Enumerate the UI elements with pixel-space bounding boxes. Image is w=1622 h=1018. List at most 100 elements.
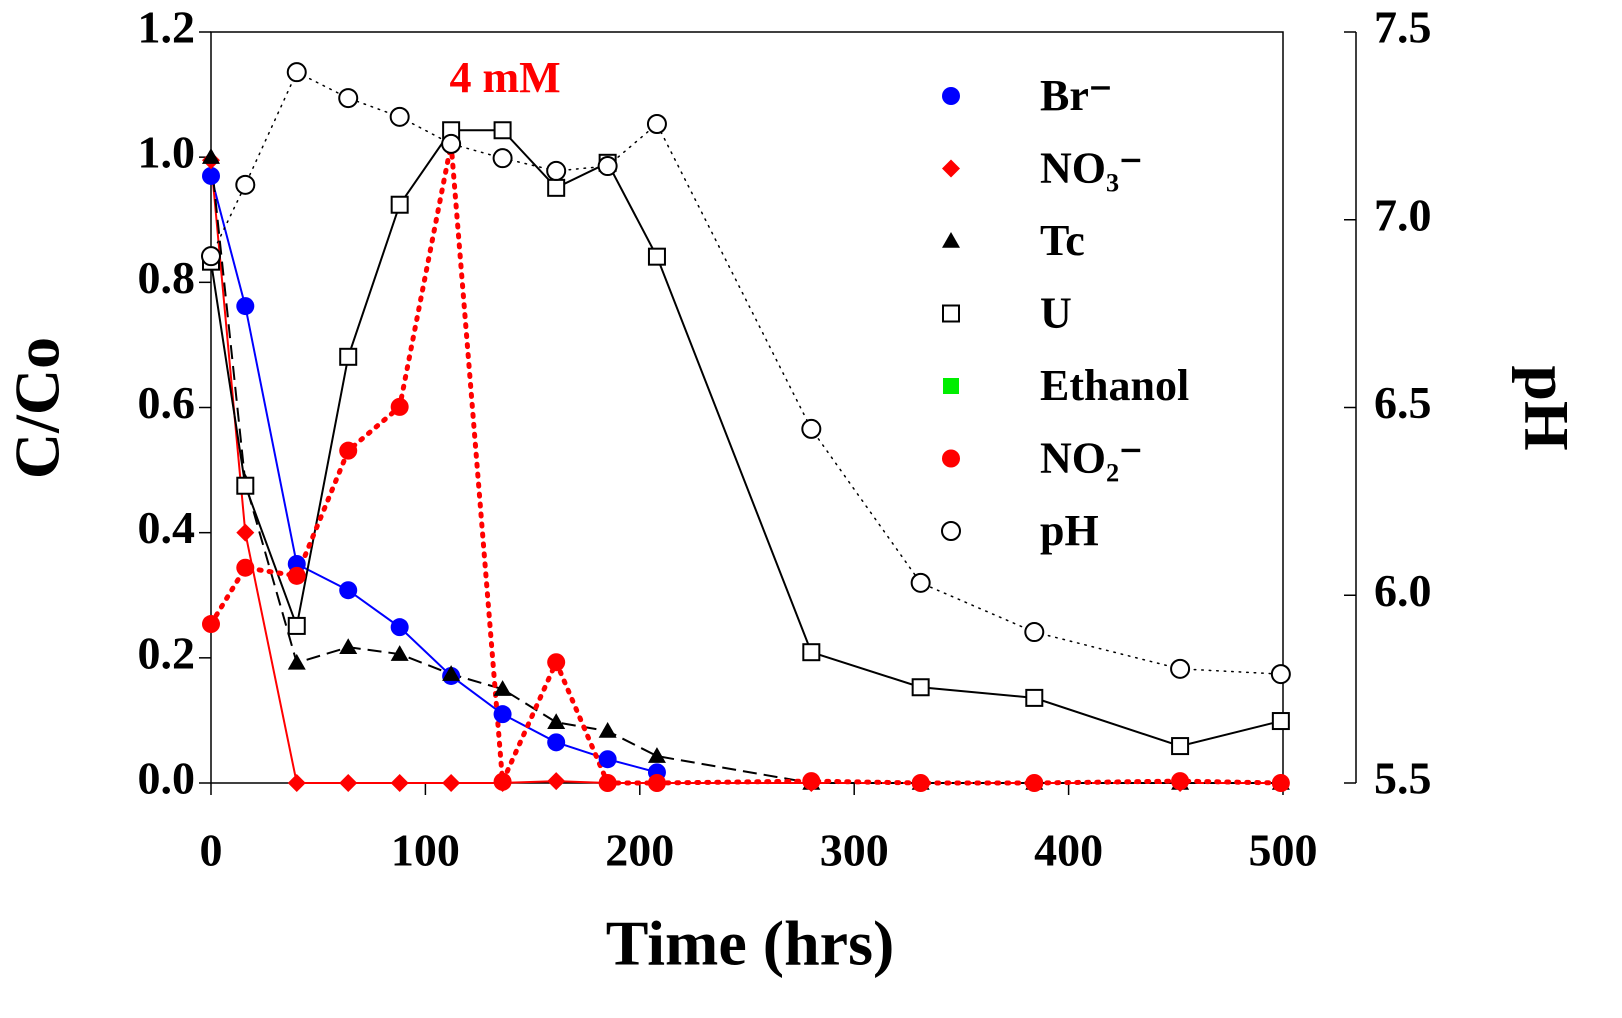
y-tick-label: 0.6 <box>138 377 196 428</box>
marker <box>647 774 666 792</box>
x-tick-label: 500 <box>1249 825 1318 876</box>
legend-marker <box>942 304 960 323</box>
marker <box>546 160 567 181</box>
y2-tick-label: 7.5 <box>1374 2 1432 53</box>
legend-label: NO₃⁻ <box>1040 144 1142 193</box>
x-axis-title: Time (hrs) <box>606 908 895 979</box>
marker <box>339 441 358 460</box>
marker <box>493 121 512 140</box>
marker <box>1170 658 1191 679</box>
marker <box>202 166 220 185</box>
marker <box>547 772 566 791</box>
marker <box>339 581 358 600</box>
y2-tick-label: 5.5 <box>1374 753 1432 804</box>
marker <box>202 615 220 634</box>
series-line <box>210 175 658 774</box>
marker <box>547 653 566 672</box>
y-tick-label: 0.0 <box>138 753 196 804</box>
legend-label: pH <box>1040 506 1099 555</box>
legend-marker <box>942 159 960 178</box>
legend-label: Ethanol <box>1040 361 1189 410</box>
marker <box>287 616 306 635</box>
marker <box>493 680 512 696</box>
marker <box>286 62 307 83</box>
y-tick-label: 1.2 <box>138 2 196 53</box>
marker <box>1171 772 1190 791</box>
marker <box>493 705 512 724</box>
legend-label: Tc <box>1040 216 1085 265</box>
x-tick-label: 0 <box>200 825 223 876</box>
marker <box>910 572 931 593</box>
marker <box>202 148 220 164</box>
marker <box>442 774 461 792</box>
y-axis-title: C/Co <box>2 337 73 479</box>
marker <box>1271 712 1290 731</box>
y2-tick-label: 7.0 <box>1374 189 1432 240</box>
marker <box>390 195 409 214</box>
marker <box>287 774 306 792</box>
y-tick-label: 1.0 <box>138 127 196 178</box>
marker <box>339 638 358 654</box>
marker <box>390 397 409 416</box>
legend-marker <box>942 87 960 105</box>
marker <box>236 558 255 577</box>
legend-marker <box>943 378 959 394</box>
y2-tick-label: 6.5 <box>1374 377 1432 428</box>
marker <box>1024 622 1045 643</box>
marker <box>911 678 930 697</box>
legend-marker <box>941 521 961 541</box>
annotation: 4 mM <box>450 53 561 102</box>
marker <box>390 774 409 792</box>
marker <box>597 156 618 177</box>
marker <box>339 347 358 366</box>
x-tick-label: 400 <box>1034 825 1103 876</box>
marker <box>236 476 255 495</box>
marker <box>442 665 461 681</box>
marker <box>236 297 255 316</box>
marker <box>911 774 930 792</box>
marker <box>389 106 410 127</box>
marker <box>390 618 409 637</box>
marker <box>598 722 617 738</box>
marker <box>1025 774 1044 792</box>
marker <box>492 148 513 169</box>
marker <box>339 774 358 792</box>
legend-label: U <box>1040 289 1072 338</box>
legend-marker <box>942 449 960 468</box>
marker <box>547 178 566 197</box>
marker <box>1025 688 1044 707</box>
legend-label: NO₂⁻ <box>1040 434 1142 483</box>
marker <box>236 523 255 542</box>
marker <box>287 566 306 585</box>
marker <box>802 643 821 662</box>
y-tick-label: 0.4 <box>138 502 196 553</box>
marker <box>598 774 617 792</box>
marker <box>441 133 462 154</box>
y-tick-label: 0.8 <box>138 252 196 303</box>
x-tick-label: 300 <box>820 825 889 876</box>
legend-marker <box>942 232 960 248</box>
marker <box>547 733 566 752</box>
marker <box>390 645 409 661</box>
legend-label: Br⁻ <box>1040 71 1112 120</box>
marker <box>802 772 821 791</box>
marker <box>647 747 666 763</box>
marker <box>235 174 256 195</box>
marker <box>801 418 822 439</box>
marker <box>547 713 566 730</box>
marker <box>1270 664 1291 685</box>
y2-tick-label: 6.0 <box>1374 565 1432 616</box>
marker <box>287 653 306 670</box>
marker <box>1271 774 1290 792</box>
marker <box>646 113 667 134</box>
marker <box>201 246 221 267</box>
marker <box>598 750 617 769</box>
marker <box>647 247 666 266</box>
x-tick-label: 200 <box>605 825 674 876</box>
y2-axis-title: pH <box>1511 365 1582 450</box>
x-tick-label: 100 <box>391 825 460 876</box>
marker <box>1171 737 1190 756</box>
y-tick-label: 0.2 <box>138 627 196 678</box>
